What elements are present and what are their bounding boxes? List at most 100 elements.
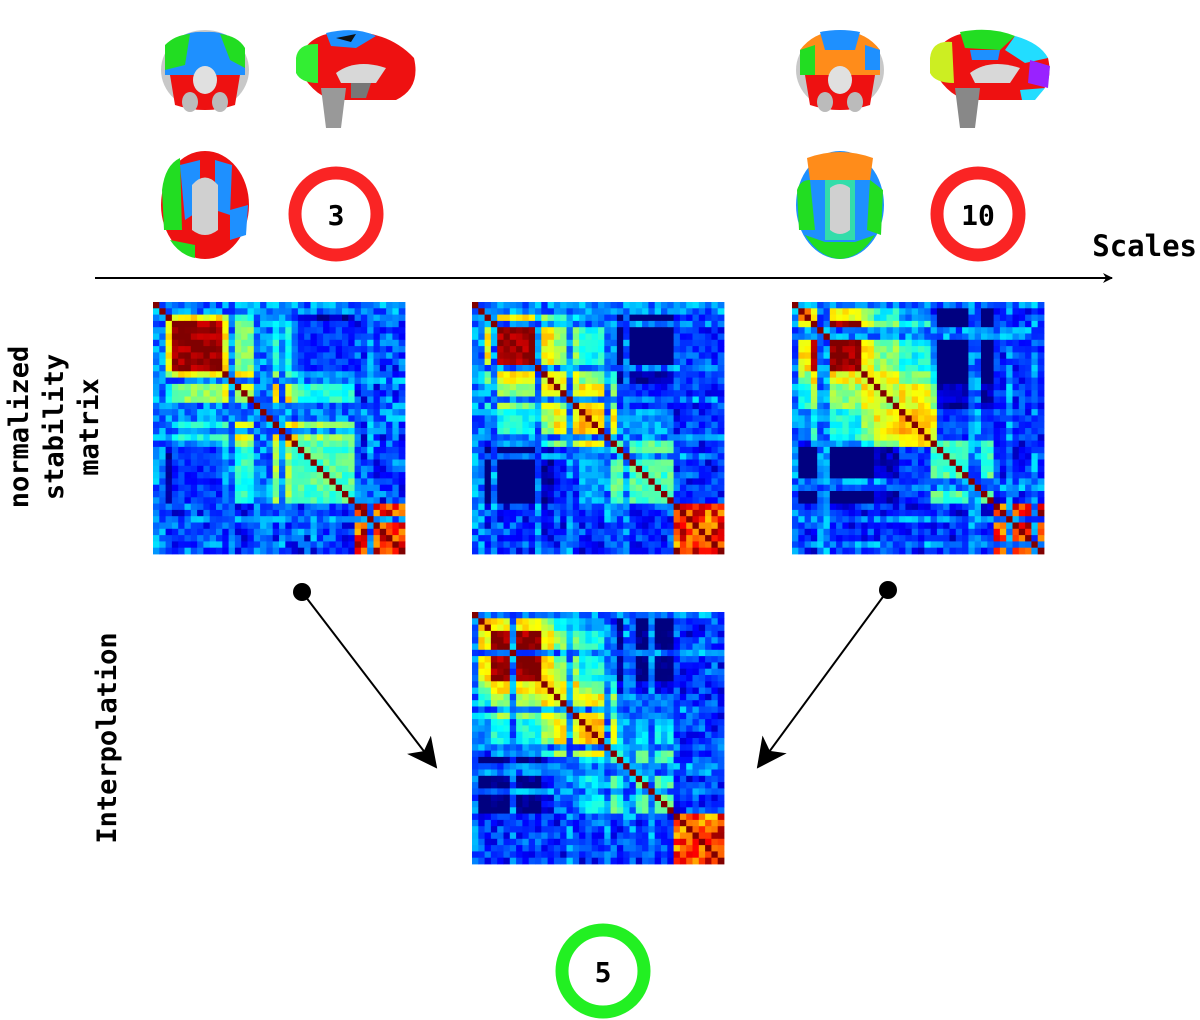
matrix-cell [962,516,969,523]
matrix-cell [836,440,843,448]
matrix-cell [509,365,517,372]
matrix-cell [260,440,267,448]
matrix-cell [623,352,630,360]
matrix-cell [999,440,1007,448]
matrix-cell [535,472,542,479]
matrix-cell [241,396,248,404]
matrix-cell [247,459,255,467]
matrix-cell [692,308,700,315]
matrix-cell [616,421,624,429]
matrix-cell [1018,371,1026,378]
matrix-cell [848,333,856,341]
matrix-cell [190,327,198,334]
matrix-cell [310,390,318,397]
matrix-cell [228,484,236,492]
matrix-cell [968,522,976,530]
matrix-cell [535,358,542,366]
matrix-cell [698,346,706,353]
matrix-cell [329,509,337,517]
matrix-cell [178,535,185,542]
matrix-cell [234,314,242,322]
matrix-cell [911,516,919,523]
matrix-cell [899,535,906,542]
matrix-cell [560,516,567,523]
matrix-cell [490,618,498,625]
matrix-cell [190,503,198,511]
matrix-cell [541,516,548,523]
matrix-cell [478,314,485,322]
matrix-cell [673,339,681,347]
matrix-cell [667,630,674,638]
matrix-cell [203,339,211,347]
matrix-cell [667,421,674,429]
matrix-cell [535,630,542,638]
matrix-cell [804,346,812,353]
matrix-cell [541,547,548,555]
matrix-cell [297,358,305,366]
matrix-cell [342,302,349,309]
matrix-cell [804,409,812,416]
matrix-cell [654,314,662,322]
matrix-cell [692,465,700,473]
matrix-cell [478,440,485,448]
matrix-cell [241,358,248,366]
matrix-cell [810,365,818,372]
matrix-cell [253,396,261,404]
matrix-cell [981,453,988,460]
matrix-cell [354,346,362,353]
matrix-cell [1012,472,1020,479]
matrix-cell [673,478,681,486]
matrix-cell [272,396,280,404]
matrix-cell [873,333,881,341]
matrix-cell [228,302,236,309]
matrix-cell [949,320,957,328]
matrix-cell [579,472,586,479]
matrix-cell [855,535,862,542]
matrix-cell [197,352,204,360]
matrix-cell [216,409,223,416]
matrix-cell [285,535,292,542]
matrix-cell [711,358,719,366]
matrix-cell [698,618,706,625]
matrix-cell [285,365,292,372]
matrix-cell [892,516,900,523]
matrix-cell [579,409,586,416]
matrix-cell [516,478,523,486]
matrix-cell [993,390,1001,397]
matrix-cell [705,314,712,322]
matrix-cell [604,440,611,448]
matrix-cell [472,478,479,486]
matrix-cell [943,453,950,460]
matrix-cell [566,390,574,397]
matrix-cell [547,528,555,536]
matrix-cell [360,421,368,429]
matrix-cell [905,528,913,536]
matrix-cell [379,541,387,549]
matrix-cell [667,522,674,530]
matrix-cell [329,453,337,460]
matrix-cell [873,535,881,542]
matrix-cell [936,390,944,397]
matrix-cell [503,516,511,523]
matrix-cell [279,320,286,328]
matrix-cell [654,541,662,549]
matrix-cell [817,314,824,322]
matrix-cell [673,522,681,530]
matrix-cell [234,491,242,498]
matrix-cell [873,472,881,479]
matrix-cell [585,415,593,423]
matrix-cell [873,428,881,435]
matrix-cell [386,497,393,504]
matrix-cell [955,509,963,517]
matrix-cell [968,308,976,315]
matrix-cell [962,327,969,334]
matrix-cell [924,308,931,315]
matrix-cell [228,478,236,486]
matrix-cell [266,327,274,334]
matrix-cell [974,472,982,479]
matrix-cell [329,352,337,360]
matrix-cell [541,402,548,410]
matrix-cell [509,547,517,555]
matrix-cell [553,402,561,410]
matrix-cell [968,421,976,429]
